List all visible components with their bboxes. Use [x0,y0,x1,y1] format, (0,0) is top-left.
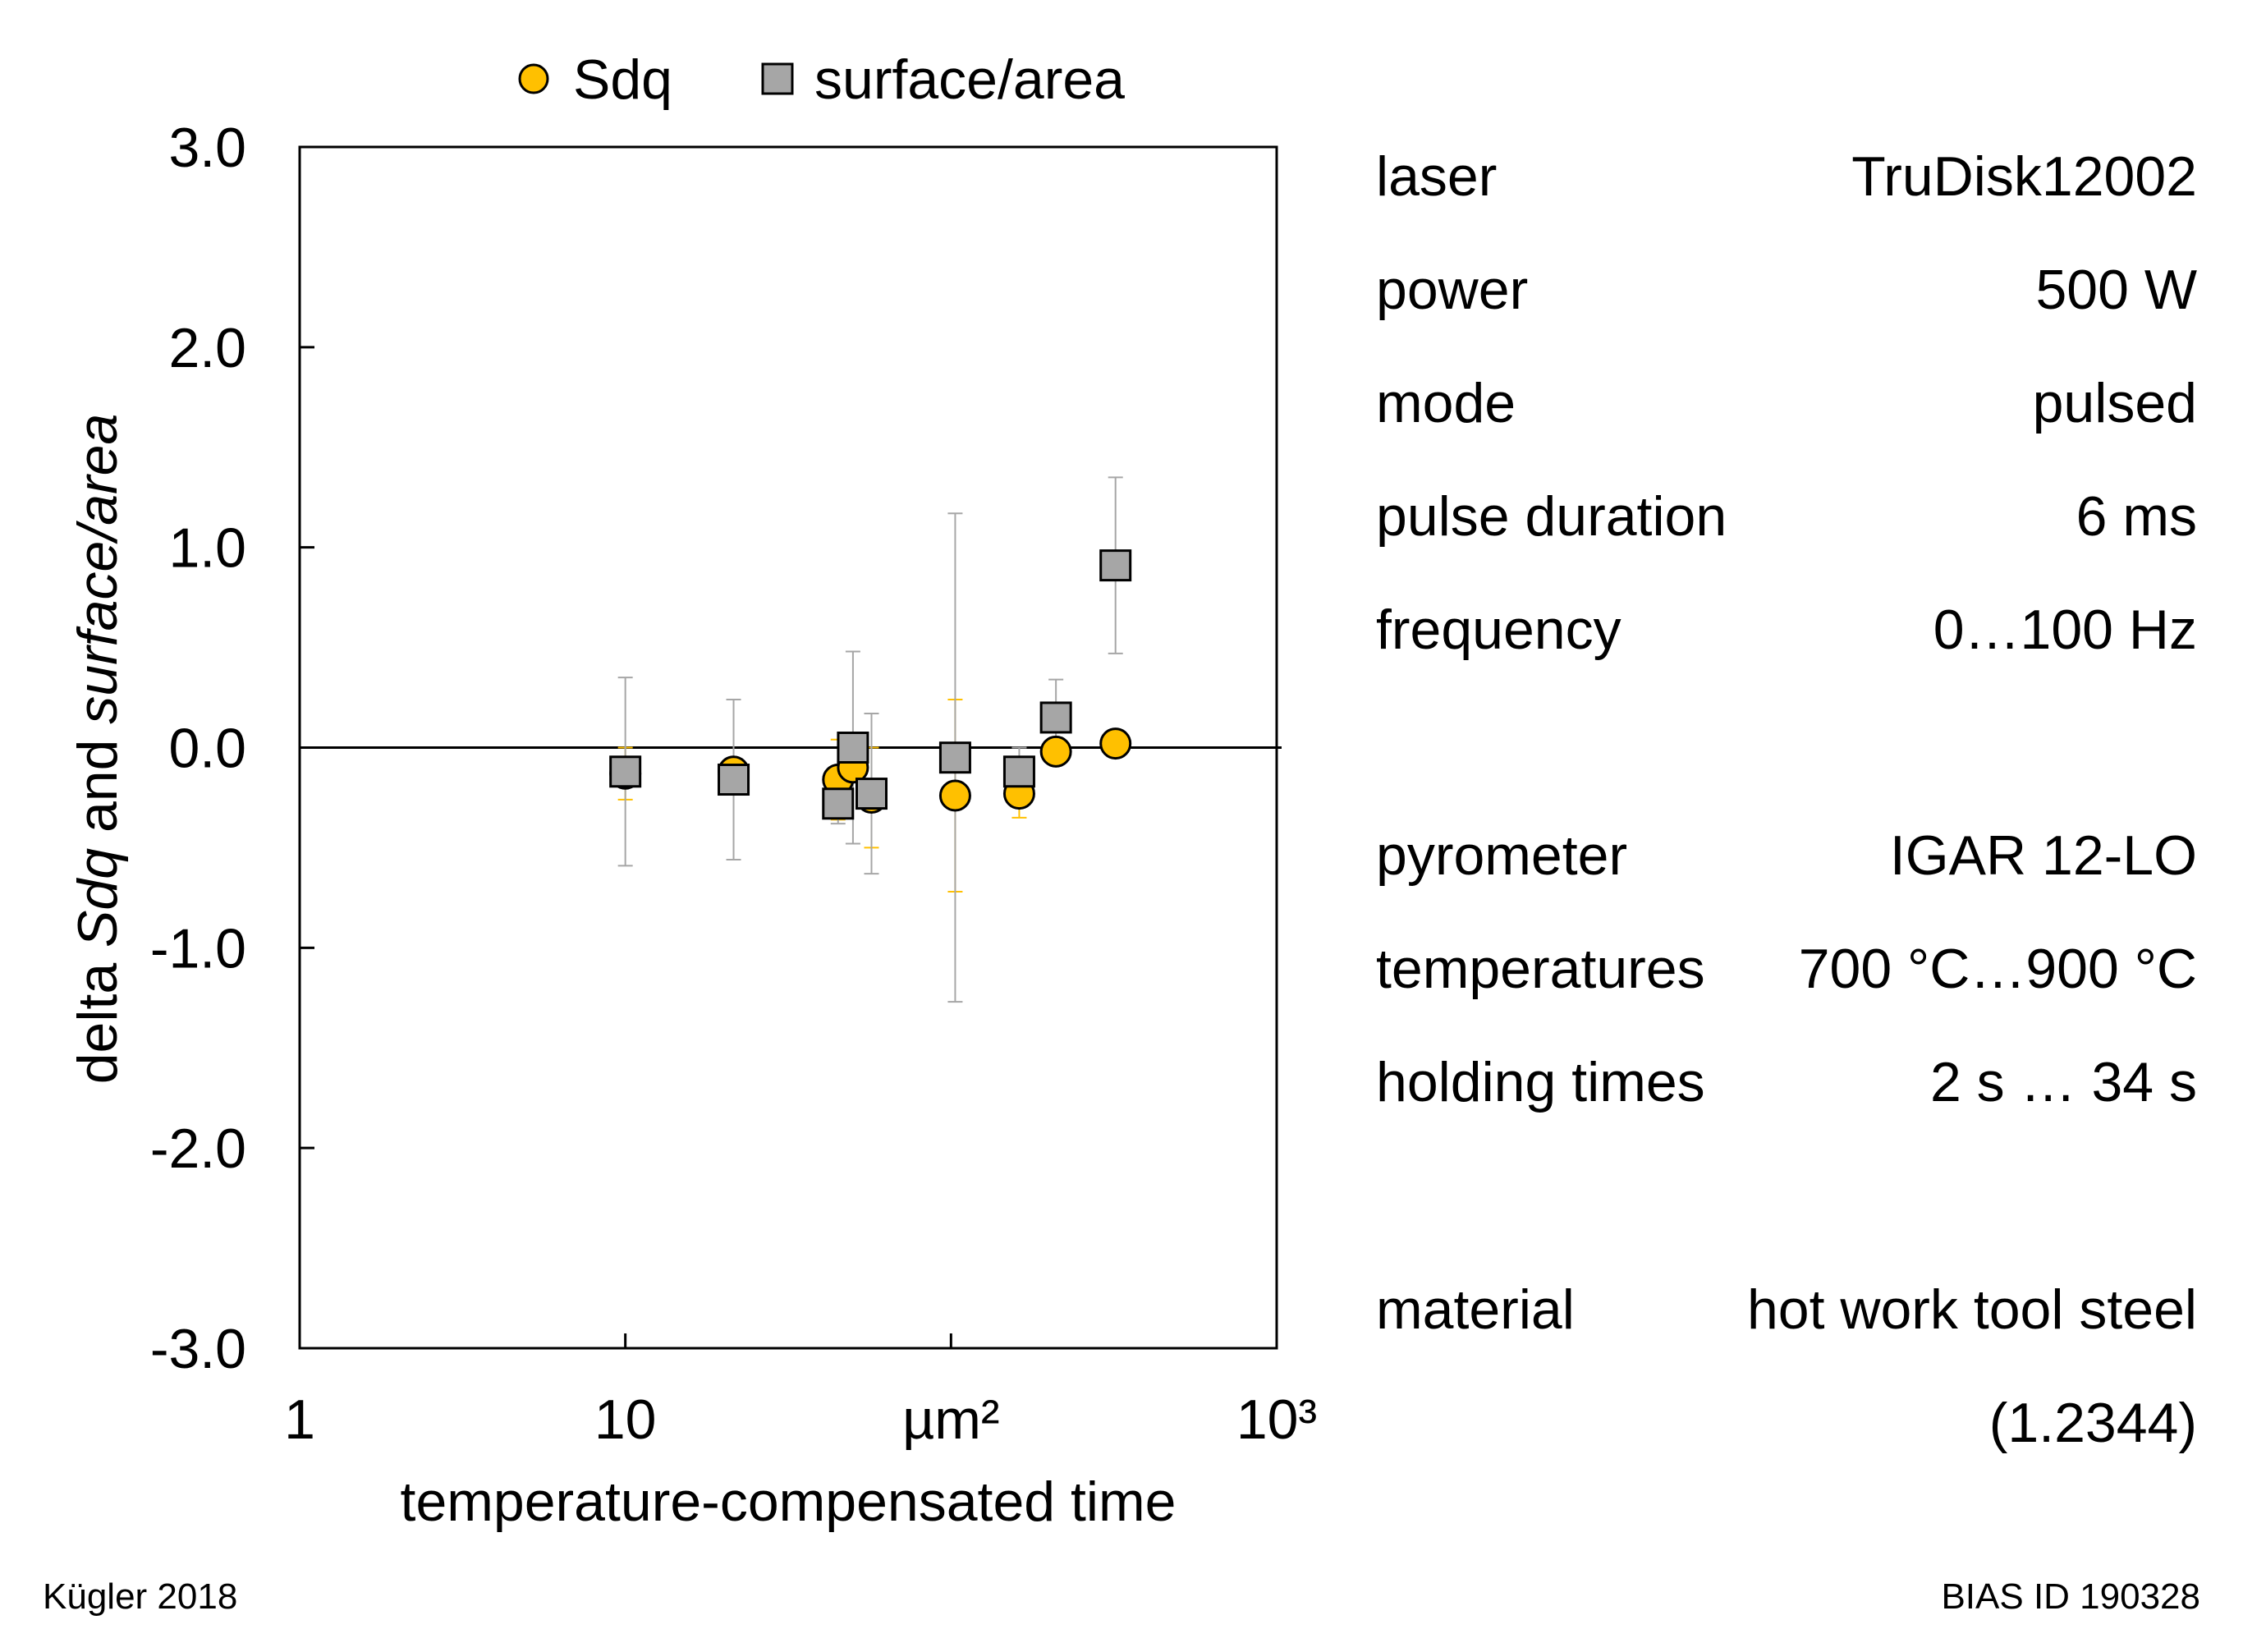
surface-area-point [822,787,855,820]
author-credit: Kügler 2018 [43,1576,238,1617]
param-value: hot work tool steel [1746,1278,2197,1341]
data-points [609,549,1132,820]
y-tick-label: 3.0 [168,117,246,179]
param-key: material [1376,1278,1575,1341]
y-axis-label-prefix: delta [67,948,129,1084]
param-value: 700 °C…900 °C [1798,938,2197,1000]
surface-area-point [938,741,971,774]
param-key: frequency [1376,599,1621,661]
y-axis: 3.0 2.0 1.0 0.0 -1.0 -2.0 -3.0 [150,117,314,1380]
param-row-holding-times: holding times 2 s … 34 s [1376,1049,2197,1115]
x-tick-label: 10³ [1236,1388,1317,1451]
param-row-mode: mode pulsed [1376,370,2197,436]
param-value: 0…100 Hz [1933,599,2197,661]
surface-area-point [1039,701,1072,734]
param-row-pulse-duration: pulse duration 6 ms [1376,484,2197,549]
param-value: 6 ms [2076,485,2197,548]
legend-label-surface: surface/area [814,48,1125,111]
surface-area-point [1099,549,1132,582]
legend: Sdq surface/area [518,48,1125,111]
sdq-point [938,779,971,812]
surface-area-point [718,764,750,796]
param-row-material: material hot work tool steel [1376,1277,2197,1342]
y-tick-label: 2.0 [168,317,246,379]
param-row-frequency: frequency 0…100 Hz [1376,597,2197,663]
bias-id: BIAS ID 190328 [1941,1576,2200,1617]
legend-marker-sdq [518,63,549,94]
x-tick-label: 10 [594,1388,657,1451]
y-tick-label: -1.0 [150,917,246,980]
param-value: TruDisk12002 [1851,145,2197,208]
param-key: power [1376,259,1529,321]
param-row-laser: laser TruDisk12002 [1376,144,2197,209]
y-tick-label: -3.0 [150,1318,246,1380]
param-key: pyrometer [1376,824,1628,887]
param-value: IGAR 12-LO [1889,824,2197,887]
surface-area-point [609,755,642,788]
param-row-pyrometer: pyrometer IGAR 12-LO [1376,823,2197,888]
param-row-power: power 500 W [1376,257,2197,323]
surface-area-point [1002,755,1035,788]
x-tick-label: µm² [902,1388,999,1451]
legend-label-sdq: Sdq [573,48,672,111]
y-axis-label: delta Sdq and surface/area [67,414,129,1085]
y-axis-label-sdq: Sdq [67,848,129,948]
y-tick-label: 1.0 [168,517,246,580]
param-row-temperatures: temperatures 700 °C…900 °C [1376,936,2197,1002]
surface-area-point [855,778,888,810]
x-axis-label: temperature-compensated time [401,1471,1177,1533]
x-axis: 1 10 µm² 10³ [284,1333,1317,1451]
param-value: 500 W [2035,259,2197,321]
param-value: pulsed [2032,372,2197,434]
param-value: 2 s … 34 s [1929,1051,2197,1113]
param-key: pulse duration [1376,485,1727,548]
sdq-point [1039,735,1072,768]
y-tick-label: 0.0 [168,718,246,780]
legend-marker-surface [761,62,794,95]
param-key: mode [1376,372,1516,434]
y-axis-label-surface: surface/area [67,414,129,724]
param-key: laser [1376,145,1498,208]
param-key: temperatures [1376,938,1705,1000]
surface-area-point [837,732,869,764]
param-key: holding times [1376,1051,1705,1113]
sdq-point [1099,727,1132,760]
param-row-material-number: (1.2344) [1376,1390,2197,1456]
x-tick-label: 1 [284,1388,315,1451]
param-value: (1.2344) [1988,1392,2197,1454]
y-axis-label-middle: and [67,724,129,848]
y-tick-label: -2.0 [150,1117,246,1180]
